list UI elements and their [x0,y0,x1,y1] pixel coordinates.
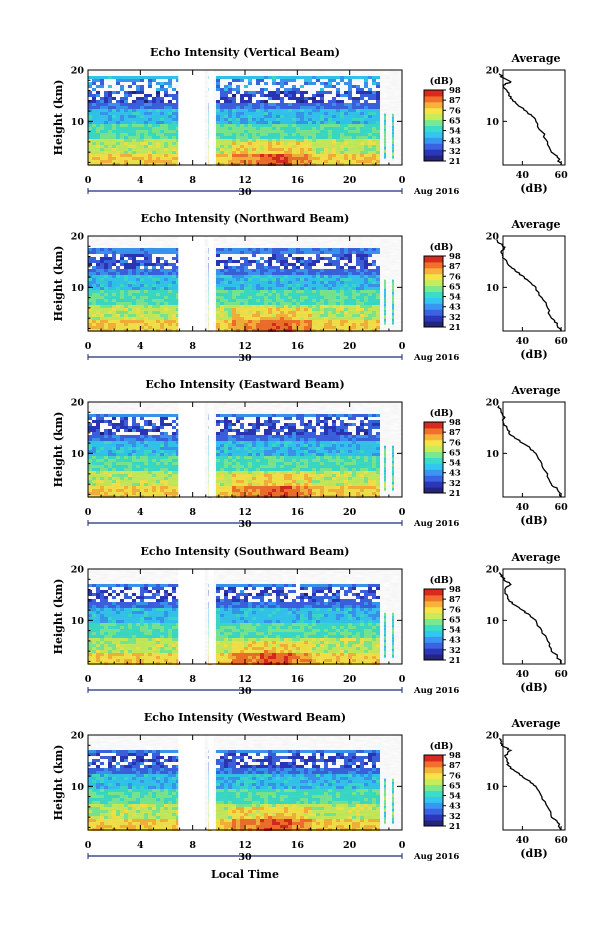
colorbar-swatch [424,125,443,132]
profile-y-tick-label: 20 [486,66,500,77]
colorbar-label: 76 [449,272,461,282]
colorbar-unit: (dB) [430,242,454,253]
x-tick-label: 16 [291,175,305,186]
colorbar-frame [423,89,444,162]
colorbar-swatch [424,297,443,304]
profile-y-tick-label: 10 [486,283,500,294]
profile-x-label: (dB) [520,182,547,195]
colorbar-swatch [424,256,443,263]
x-tick-label: 4 [137,341,144,352]
x-tick-label: 20 [343,175,357,186]
panel-title: Echo Intensity (Vertical Beam) [150,46,340,59]
colorbar-label: 76 [449,106,461,116]
colorbar-swatch [424,143,443,150]
profile-x-tick-label: 60 [555,170,569,181]
colorbar-label: 32 [449,313,461,323]
y-tick-label: 10 [71,283,85,294]
colorbar-label: 87 [449,96,461,106]
day-label: 30 [238,353,252,364]
colorbar-frame [423,255,444,328]
panel: Echo Intensity (Vertical Beam) 10 20 Height… [52,46,568,198]
profile-x-tick-label: 40 [516,336,530,347]
heatmap-texture [88,70,402,165]
colorbar-swatch [424,285,443,292]
colorbar-label: 54 [449,127,461,137]
x-tick-label: 12 [238,341,251,352]
colorbar-swatch [424,273,443,281]
data-gap [178,70,205,165]
colorbar-swatch [424,113,443,121]
colorbar-swatch [424,321,443,328]
colorbar-unit: (dB) [430,76,454,87]
colorbar-swatch [424,95,443,103]
colorbar-label: 21 [449,157,461,167]
profile-frame [502,235,566,332]
colorbar-swatch [424,119,443,126]
colorbar-swatch [424,279,443,287]
profile-title: Average [510,218,560,231]
colorbar-label: 98 [449,86,461,96]
date-label: Aug 2016 [413,353,459,363]
y-tick-label: 20 [71,232,85,243]
x-tick-label: 8 [189,175,196,186]
profile-title: Average [510,52,560,65]
x-tick-label: 8 [189,341,196,352]
colorbar-label: 65 [449,116,461,126]
profile-x-label: (dB) [520,348,547,361]
profile-x-tick-label: 40 [516,170,530,181]
profile-line [498,73,562,166]
colorbar-swatch [424,261,443,269]
day-label: 30 [238,187,252,198]
colorbar-swatch [424,291,443,298]
x-tick-label: 12 [238,175,251,186]
data-gap [208,70,214,165]
panel: Echo Intensity (Eastward Beam)1020Height… [52,378,568,530]
colorbar-swatch [424,149,443,156]
x-tick-label: 0 [399,341,406,352]
colorbar-swatch [424,90,443,97]
data-gap [178,236,205,331]
colorbar-swatch [424,131,443,138]
colorbar-label: 65 [449,282,461,292]
profile-x-tick-label: 60 [555,336,569,347]
panel: Echo Intensity (Northward Beam) 10 20 Heigh… [52,212,568,364]
profile-frame [502,69,566,166]
data-gap [208,236,214,331]
colorbar-swatch [424,303,443,310]
y-axis-label: Height (km) [52,246,65,322]
colorbar-label: 32 [449,147,461,157]
y-axis-label: Height (km) [52,80,65,156]
colorbar-label: 54 [449,293,461,303]
colorbar-swatch [424,309,443,316]
y-tick-label: 10 [71,117,85,128]
date-label: Aug 2016 [413,187,459,197]
panel-title: Echo Intensity (Northward Beam) [141,212,350,225]
profile-y-tick-label: 10 [486,117,500,128]
x-tick-label: 0 [85,175,92,186]
colorbar-swatch [424,155,443,162]
y-tick-label: 20 [71,66,85,77]
colorbar-swatch [424,101,443,109]
colorbar-swatch [424,315,443,322]
x-tick-label: 16 [291,341,305,352]
x-tick-label: 0 [85,341,92,352]
profile-y-tick-label: 20 [486,232,500,243]
x-tick-label: 0 [399,175,406,186]
profile-line [496,239,562,332]
colorbar-label: 98 [449,252,461,262]
panel-title: Echo Intensity (Eastward Beam) [145,378,344,391]
colorbar-swatch [424,267,443,275]
colorbar-swatch [424,137,443,144]
colorbar-label: 87 [449,262,461,272]
colorbar-label: 21 [449,323,461,333]
x-tick-label: 4 [137,175,144,186]
heatmap-texture [88,236,402,331]
colorbar-label: 43 [449,303,461,313]
colorbar-label: 43 [449,137,461,147]
x-tick-label: 20 [343,341,357,352]
colorbar-swatch [424,107,443,115]
